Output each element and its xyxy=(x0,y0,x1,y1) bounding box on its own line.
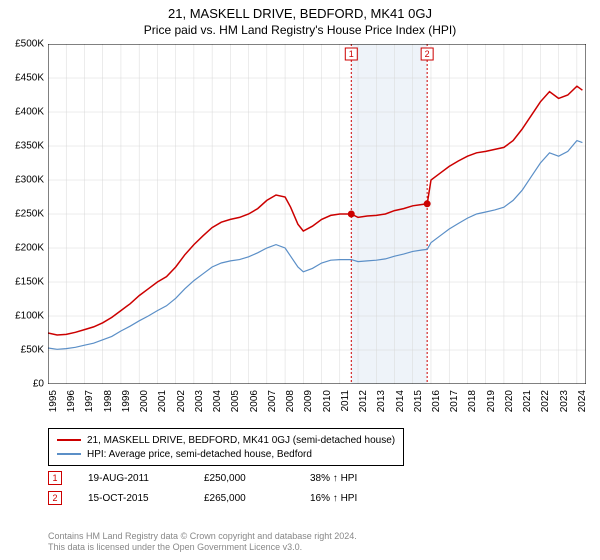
page-subtitle: Price paid vs. HM Land Registry's House … xyxy=(0,21,600,41)
x-tick-label: 2007 xyxy=(267,390,278,412)
sale-date: 15-OCT-2015 xyxy=(88,493,178,504)
y-tick-label: £500K xyxy=(15,39,44,50)
y-axis-labels: £0£50K£100K£150K£200K£250K£300K£350K£400… xyxy=(0,44,46,384)
y-tick-label: £250K xyxy=(15,209,44,220)
sale-marker: 1 xyxy=(48,471,62,485)
footer-attribution: Contains HM Land Registry data © Crown c… xyxy=(48,531,357,554)
y-tick-label: £300K xyxy=(15,175,44,186)
x-tick-label: 2024 xyxy=(577,390,588,412)
x-tick-label: 2019 xyxy=(486,390,497,412)
y-tick-label: £450K xyxy=(15,73,44,84)
footer-line-2: This data is licensed under the Open Gov… xyxy=(48,542,357,554)
x-tick-label: 1996 xyxy=(66,390,77,412)
sale-row: 1 19-AUG-2011 £250,000 38% ↑ HPI xyxy=(48,468,357,488)
sale-date: 19-AUG-2011 xyxy=(88,473,178,484)
svg-text:2: 2 xyxy=(425,49,430,59)
y-tick-label: £150K xyxy=(15,277,44,288)
x-tick-label: 2017 xyxy=(449,390,460,412)
x-tick-label: 2022 xyxy=(540,390,551,412)
x-tick-label: 2002 xyxy=(176,390,187,412)
sale-marker: 2 xyxy=(48,491,62,505)
x-tick-label: 2003 xyxy=(194,390,205,412)
page-title: 21, MASKELL DRIVE, BEDFORD, MK41 0GJ xyxy=(0,0,600,21)
x-tick-label: 2001 xyxy=(157,390,168,412)
sales-table: 1 19-AUG-2011 £250,000 38% ↑ HPI 2 15-OCT-201… xyxy=(48,468,357,508)
x-tick-label: 2021 xyxy=(522,390,533,412)
x-tick-label: 2000 xyxy=(139,390,150,412)
sale-row: 2 15-OCT-2015 £265,000 16% ↑ HPI xyxy=(48,488,357,508)
legend-item: HPI: Average price, semi-detached house,… xyxy=(57,447,395,461)
x-tick-label: 2004 xyxy=(212,390,223,412)
y-tick-label: £0 xyxy=(33,379,44,390)
sale-delta: 38% ↑ HPI xyxy=(310,473,357,484)
x-tick-label: 2008 xyxy=(285,390,296,412)
x-tick-label: 2012 xyxy=(358,390,369,412)
x-tick-label: 2018 xyxy=(467,390,478,412)
x-tick-label: 2009 xyxy=(303,390,314,412)
y-tick-label: £100K xyxy=(15,311,44,322)
sale-price: £250,000 xyxy=(204,473,284,484)
x-tick-label: 1999 xyxy=(121,390,132,412)
y-tick-label: £400K xyxy=(15,107,44,118)
svg-text:1: 1 xyxy=(349,49,354,59)
sale-delta: 16% ↑ HPI xyxy=(310,493,357,504)
legend: 21, MASKELL DRIVE, BEDFORD, MK41 0GJ (se… xyxy=(48,428,404,466)
y-tick-label: £350K xyxy=(15,141,44,152)
sale-price: £265,000 xyxy=(204,493,284,504)
y-tick-label: £50K xyxy=(21,345,44,356)
x-tick-label: 1998 xyxy=(103,390,114,412)
x-tick-label: 1995 xyxy=(48,390,59,412)
x-tick-label: 2005 xyxy=(230,390,241,412)
x-tick-label: 2011 xyxy=(340,390,351,412)
legend-swatch xyxy=(57,453,81,455)
x-tick-label: 2023 xyxy=(559,390,570,412)
legend-swatch xyxy=(57,439,81,441)
legend-label: 21, MASKELL DRIVE, BEDFORD, MK41 0GJ (se… xyxy=(87,435,395,446)
x-tick-label: 1997 xyxy=(84,390,95,412)
x-tick-label: 2010 xyxy=(322,390,333,412)
y-tick-label: £200K xyxy=(15,243,44,254)
legend-label: HPI: Average price, semi-detached house,… xyxy=(87,449,312,460)
chart-plot-area: 12 xyxy=(48,44,586,384)
x-tick-label: 2015 xyxy=(413,390,424,412)
x-tick-label: 2006 xyxy=(249,390,260,412)
x-tick-label: 2020 xyxy=(504,390,515,412)
x-tick-label: 2014 xyxy=(395,390,406,412)
x-tick-label: 2016 xyxy=(431,390,442,412)
legend-item: 21, MASKELL DRIVE, BEDFORD, MK41 0GJ (se… xyxy=(57,433,395,447)
x-axis-labels: 1995 1996 1997 1998 1999 2000 2001 2002 2003 2004… xyxy=(48,386,586,426)
footer-line-1: Contains HM Land Registry data © Crown c… xyxy=(48,531,357,543)
x-tick-label: 2013 xyxy=(376,390,387,412)
